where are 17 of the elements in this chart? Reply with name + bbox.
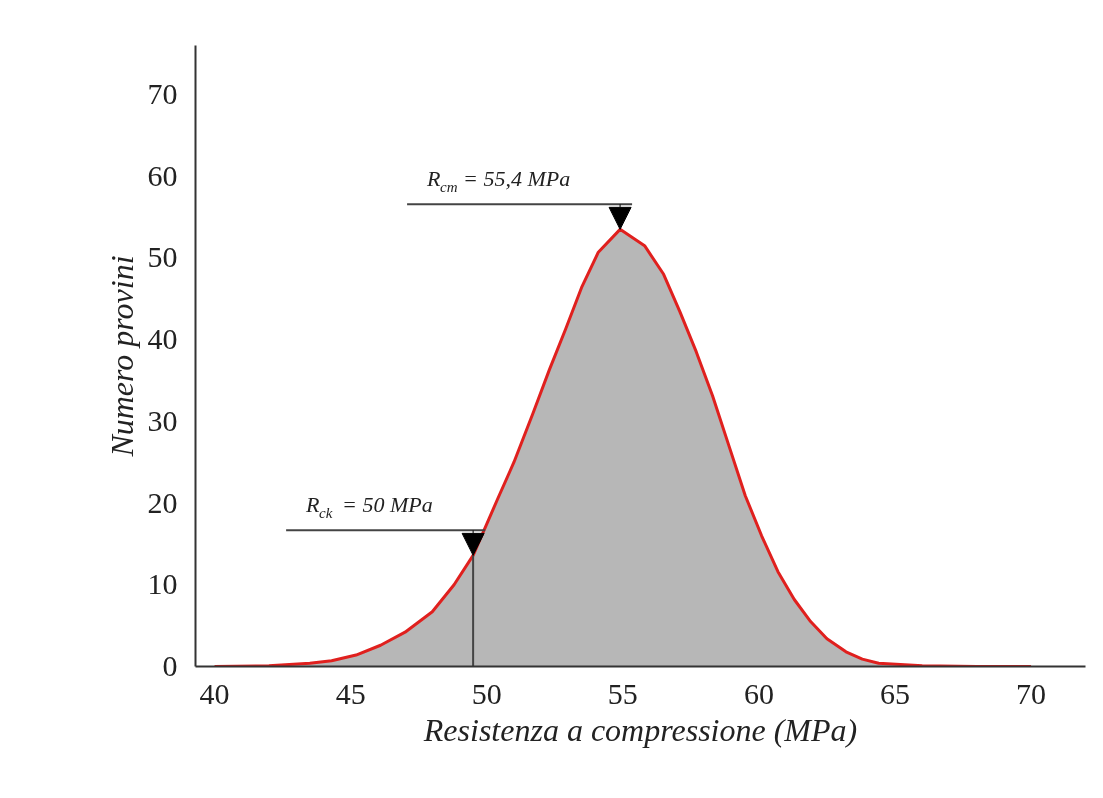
x-tick-label: 70 [1016,676,1047,710]
x-tick-label: 50 [471,676,502,710]
y-tick-label: 20 [147,485,178,519]
y-tick-label: 0 [162,649,178,682]
x-tick-label: 45 [335,676,366,710]
y-tick-label: 60 [147,158,178,192]
y-tick-label: 50 [147,240,178,274]
y-tick-label: 40 [147,322,178,356]
x-tick-label: 60 [743,676,774,710]
y-tick-label: 10 [147,567,178,601]
y-tick-label: 70 [147,77,178,111]
x-tick-label: 55 [607,676,638,710]
x-tick-label: 65 [879,676,910,710]
x-axis-title: Resistenza a compressione (MPa) [422,711,858,748]
x-tick-label: 40 [199,676,230,710]
y-axis-title: Numero provini [103,255,140,458]
y-tick-label: 30 [147,403,178,437]
